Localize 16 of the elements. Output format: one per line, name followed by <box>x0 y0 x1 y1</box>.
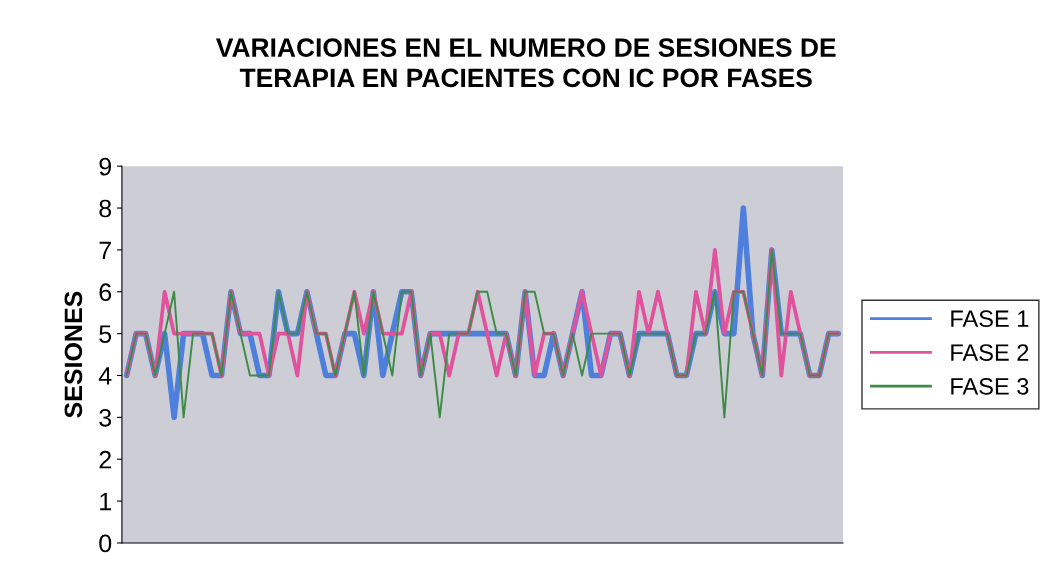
y-tick-label: 0 <box>99 534 112 553</box>
y-tick-label: 4 <box>98 367 112 385</box>
y-tick-label: 1 <box>100 492 111 511</box>
line-series <box>125 248 840 419</box>
y-axis-title: SESIONES <box>64 291 83 418</box>
y-tick-label: 9 <box>99 157 112 176</box>
y-tick-label: 6 <box>99 283 112 302</box>
y-tick-label: 7 <box>99 241 111 259</box>
legend-label: FASE 3 <box>951 378 1029 395</box>
y-tick-label: 2 <box>99 450 111 469</box>
y-tick-label: 3 <box>99 408 112 427</box>
chart-title: VARIACIONES EN EL NUMERO DE SESIONES DE TERAPIA EN PACIENTES CON IC POR FASES <box>216 38 836 88</box>
y-tick-label: 8 <box>99 199 112 218</box>
legend-label: FASE 1 <box>951 310 1029 328</box>
legend-label: FASE 2 <box>951 344 1029 361</box>
y-tick-label: 5 <box>99 325 112 343</box>
